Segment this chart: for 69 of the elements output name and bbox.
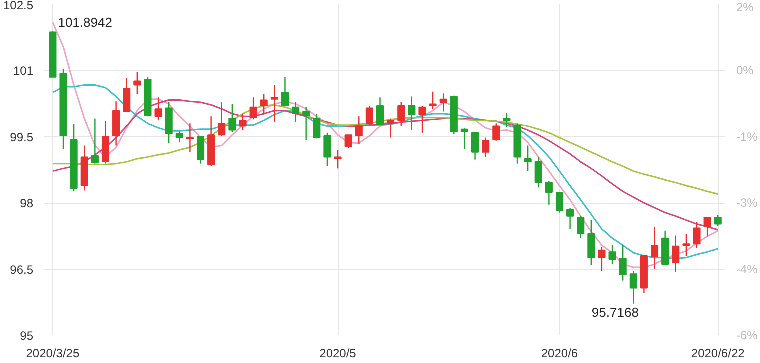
candlestick [250,97,258,120]
candlestick [482,137,490,158]
y-tick-label: 95 [20,329,34,343]
candlestick [376,97,384,126]
candlestick [650,226,659,270]
annotation: 101.8942 [58,15,112,30]
candlestick [566,207,574,230]
candlestick [281,76,289,107]
candlestick [154,97,162,122]
candlestick [302,106,310,141]
candlestick [630,270,638,304]
candlestick [123,78,131,112]
candlestick [704,217,712,238]
candlestick [577,216,585,240]
x-tick-label: 2020/3/25 [26,346,80,360]
candlestick [218,102,226,137]
candlestick [260,94,268,116]
candlestick [472,132,480,160]
candlestick [355,116,363,146]
candlestick [619,244,627,282]
candlestick [588,220,596,266]
annotation: 95.7168 [592,304,639,320]
candlestick [344,134,352,149]
candlestick [714,214,722,227]
line-series [52,100,719,231]
candlestick [228,104,236,133]
candlestick [239,113,247,131]
candlestick [608,244,616,266]
candlestick [324,132,332,168]
candlestick [270,84,278,123]
candlestick [91,118,99,164]
candlestick [460,127,468,150]
candlestick [408,96,416,131]
candlestick [387,118,395,138]
candlestick [176,130,184,144]
x-tick-label: 2020/6/22 [691,346,746,360]
candlestick [196,136,205,164]
candlestick [534,156,542,188]
candlestick [398,102,406,127]
candlestick [556,192,564,214]
y-tick-label: 102.5 [3,0,34,12]
candlestick [503,112,511,128]
candlestick [524,145,532,172]
candlestick [682,233,690,257]
category-label: 2% [736,0,754,14]
candlestick [429,91,437,110]
category-label: -6% [736,328,758,342]
candlestick [418,105,426,134]
candlestick [693,221,701,249]
candlestick [134,72,142,96]
y-tick-label: 101 [13,64,34,78]
x-tick-label: 2020/6 [541,346,578,360]
candlestick [492,123,500,142]
candlestick [598,246,606,272]
y-tick-label: 96.5 [10,262,34,277]
y-tick-label: 98 [20,196,34,211]
candlestick [313,113,321,140]
candlestick [545,180,553,206]
candlestick [672,235,680,273]
category-label: -3% [736,196,758,210]
x-tick-label: 2020/5 [320,346,357,360]
category-label: 0% [736,64,754,78]
candlestick [366,105,374,126]
candlestick [440,93,448,112]
candlestick [334,150,342,170]
category-label: -4% [736,262,758,276]
y-tick-label: 99.5 [10,130,34,144]
category-label: -1% [736,130,758,144]
candlestick [292,102,300,123]
